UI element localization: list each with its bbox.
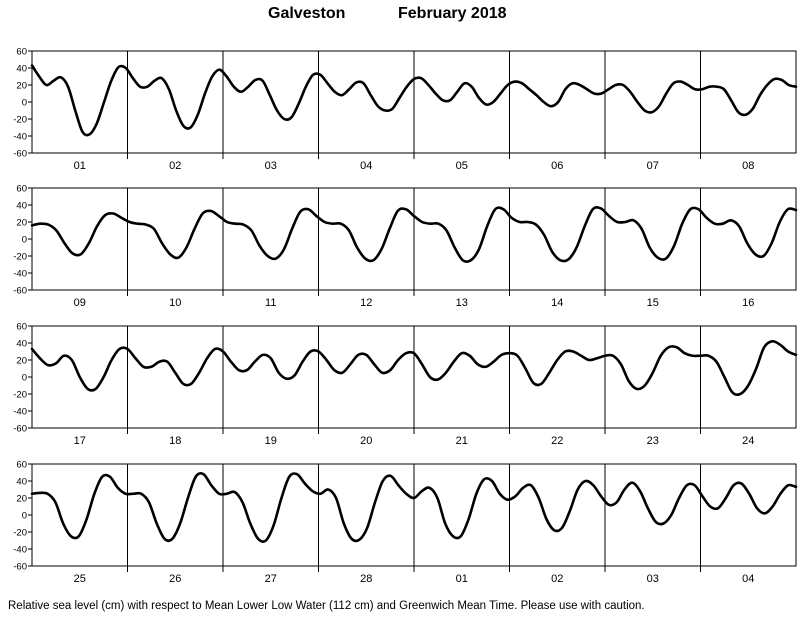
x-day-label: 25 xyxy=(74,573,86,585)
footer-note: Relative sea level (cm) with respect to … xyxy=(8,600,645,612)
x-day-label: 15 xyxy=(647,297,659,309)
x-day-label: 03 xyxy=(647,573,659,585)
y-tick-label: -20 xyxy=(13,390,27,401)
x-day-label: 21 xyxy=(456,435,468,447)
x-day-label: 24 xyxy=(742,435,754,447)
y-tick-label: 40 xyxy=(16,339,27,350)
x-day-label: 20 xyxy=(360,435,372,447)
x-day-label: 04 xyxy=(360,160,372,172)
y-tick-label: 40 xyxy=(16,477,27,488)
x-day-label: 14 xyxy=(551,297,563,309)
x-day-label: 02 xyxy=(169,160,181,172)
x-day-label: 01 xyxy=(456,573,468,585)
y-tick-label: 20 xyxy=(16,494,27,505)
y-tick-label: 0 xyxy=(22,98,27,109)
y-tick-label: 20 xyxy=(16,81,27,92)
x-day-label: 17 xyxy=(74,435,86,447)
y-tick-label: -60 xyxy=(13,424,27,435)
chart-title-location: Galveston xyxy=(268,5,346,22)
x-day-label: 11 xyxy=(265,297,276,309)
y-tick-label: -40 xyxy=(13,269,27,280)
x-day-label: 23 xyxy=(647,435,659,447)
x-day-label: 12 xyxy=(360,297,372,309)
x-day-label: 16 xyxy=(742,297,754,309)
x-day-label: 07 xyxy=(647,160,659,172)
x-day-label: 28 xyxy=(360,573,372,585)
x-day-label: 03 xyxy=(265,160,277,172)
y-tick-label: -60 xyxy=(13,149,27,160)
y-tick-label: 60 xyxy=(16,322,27,333)
y-tick-label: 40 xyxy=(16,201,27,212)
x-day-label: 01 xyxy=(74,160,86,172)
y-tick-label: 0 xyxy=(22,235,27,246)
y-tick-label: 60 xyxy=(16,460,27,471)
x-day-label: 09 xyxy=(74,297,86,309)
x-day-label: 05 xyxy=(456,160,468,172)
y-tick-label: -20 xyxy=(13,528,27,539)
y-tick-label: -20 xyxy=(13,252,27,263)
y-tick-label: 20 xyxy=(16,218,27,229)
x-day-label: 18 xyxy=(169,435,181,447)
tide-curve-2 xyxy=(30,205,798,264)
chart-title-date: February 2018 xyxy=(398,5,507,22)
y-tick-label: 0 xyxy=(22,511,27,522)
x-day-label: 26 xyxy=(169,573,181,585)
y-tick-label: 60 xyxy=(16,184,27,195)
tide-curve-4 xyxy=(30,472,798,543)
x-day-label: 10 xyxy=(169,297,181,309)
y-tick-label: 40 xyxy=(16,64,27,75)
y-tick-label: -40 xyxy=(13,407,27,418)
y-tick-label: 60 xyxy=(16,47,27,58)
y-tick-label: 0 xyxy=(22,373,27,384)
y-tick-label: -40 xyxy=(13,545,27,556)
x-day-label: 27 xyxy=(265,573,277,585)
x-day-label: 19 xyxy=(265,435,277,447)
tide-curve-3 xyxy=(30,339,798,397)
x-day-label: 13 xyxy=(456,297,468,309)
y-tick-label: 20 xyxy=(16,356,27,367)
x-day-label: 02 xyxy=(551,573,563,585)
tide-curve-1 xyxy=(30,64,798,137)
x-day-label: 08 xyxy=(742,160,754,172)
x-day-label: 04 xyxy=(742,573,754,585)
y-tick-label: -40 xyxy=(13,132,27,143)
y-tick-label: -60 xyxy=(13,286,27,297)
x-day-label: 06 xyxy=(551,160,563,172)
y-tick-label: -60 xyxy=(13,562,27,573)
x-day-label: 22 xyxy=(551,435,563,447)
y-tick-label: -20 xyxy=(13,115,27,126)
tide-chart: 60 40 20 0 -20 -40 -60 01 02 03 04 05 06 07 08 60 40 20 0 -… xyxy=(13,47,798,585)
